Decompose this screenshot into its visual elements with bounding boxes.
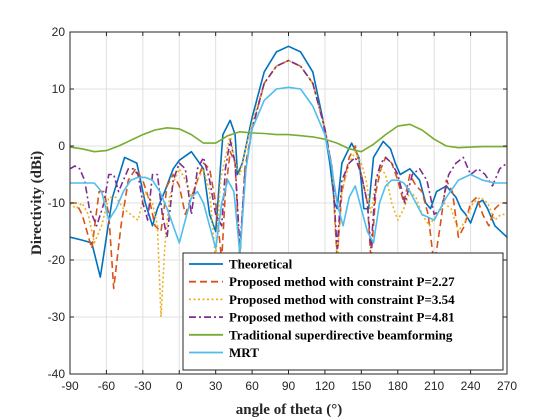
y-tick-label: -10 [48,196,66,210]
legend-box [182,252,504,371]
legend-label-3: Proposed method with constraint P=3.54 [229,292,455,307]
series-line-6 [70,86,507,256]
legend-label-5: Traditional superdirective beamforming [229,327,453,342]
x-tick-label: -90 [61,379,79,393]
legend-label-6: MRT [229,345,259,360]
legend-label-2: Proposed method with constraint P=2.27 [229,274,455,289]
legend-label-1: Theoretical [229,257,293,272]
y-tick-label: 10 [52,82,66,96]
y-axis-label: Directivity (dBi) [29,151,45,255]
x-tick-label: 120 [315,379,335,393]
x-tick-label: 270 [497,379,517,393]
x-tick-label: 90 [282,379,296,393]
x-tick-label: 210 [424,379,444,393]
x-tick-label: -60 [98,379,116,393]
y-tick-label: -20 [48,253,66,267]
plot-area [70,45,507,318]
y-tick-label: -30 [48,310,66,324]
x-axis-label: angle of theta (°) [236,402,342,418]
x-tick-label: 30 [209,379,223,393]
x-tick-label: -30 [134,379,152,393]
axes: -90 -60 -30 0 30 60 90 120 150 180 210 240 270 -40 -30… [48,25,518,393]
x-tick-label: 150 [351,379,371,393]
legend: Theoretical Proposed method with constrai… [182,252,504,371]
x-tick-label: 60 [245,379,259,393]
y-tick-label: -40 [48,367,66,381]
y-tick-label: 0 [58,139,65,153]
x-tick-label: 0 [176,379,183,393]
series-line-3 [70,59,507,318]
y-tick-label: 20 [52,25,66,39]
x-tick-label: 240 [461,379,481,393]
x-tick-label: 180 [388,379,408,393]
legend-label-4: Proposed method with constraint P=4.81 [229,310,455,325]
series-line-5 [70,123,507,153]
